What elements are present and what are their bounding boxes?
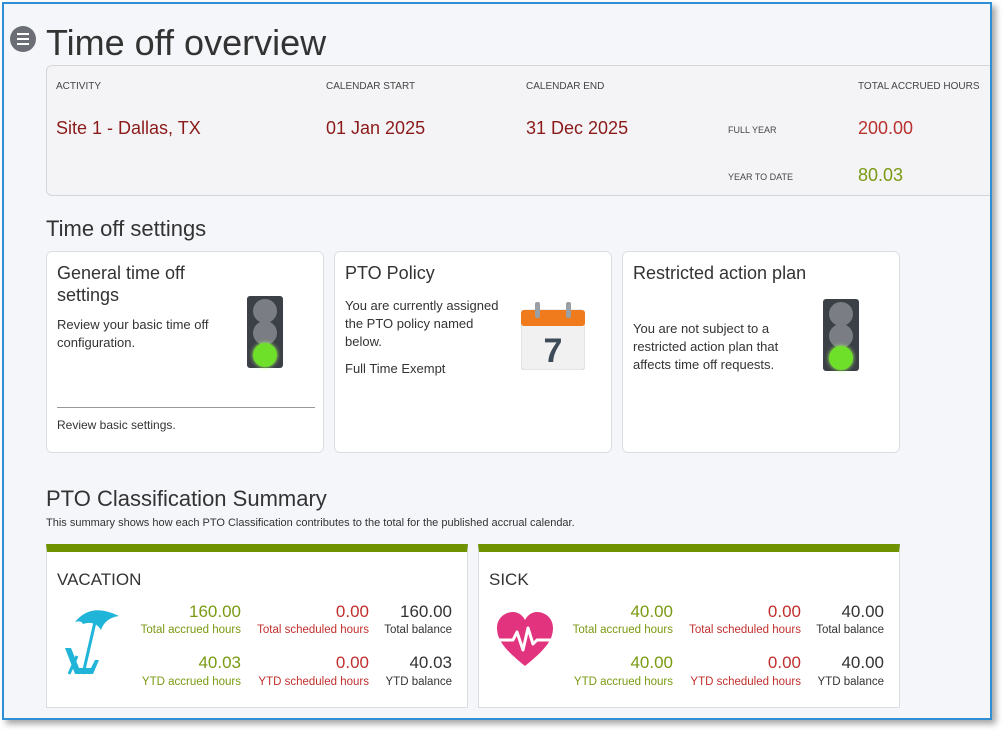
ytd-scheduled-value: 0.00 <box>767 653 801 672</box>
total-balance-value: 40.00 <box>841 602 884 621</box>
calendar-icon: 7 <box>521 302 585 370</box>
pto-policy-card[interactable]: PTO Policy You are currently assigned th… <box>334 251 612 453</box>
classification-desc: This summary shows how each PTO Classifi… <box>46 517 575 529</box>
ytd-balance-label: YTD balance <box>385 676 452 688</box>
ytd-accrued-label: YTD accrued hours <box>141 676 241 688</box>
general-settings-desc: Review your basic time off configuration… <box>57 317 209 350</box>
traffic-light-green-icon <box>823 299 859 371</box>
menu-icon[interactable] <box>10 26 36 52</box>
total-scheduled-label: Total scheduled hours <box>689 624 801 636</box>
total-scheduled-label: Total scheduled hours <box>257 624 369 636</box>
ytd-value: 80.03 <box>858 165 904 185</box>
total-accrued-label: Total accrued hours <box>140 624 241 636</box>
total-scheduled-value: 0.00 <box>767 602 801 621</box>
accrual-summary-panel: ACTIVITY CALENDAR START CALENDAR END TOT… <box>46 65 990 196</box>
vacation-card: VACATION 160.00 Total accrued hours 0.00… <box>46 544 468 708</box>
classification-name: VACATION <box>57 570 142 589</box>
classification-name: SICK <box>489 570 529 589</box>
general-settings-card[interactable]: General time off settings Review your ba… <box>46 251 324 453</box>
total-balance-label: Total balance <box>384 624 452 636</box>
ytd-accrued-value: 40.00 <box>630 653 673 672</box>
review-basic-settings-link[interactable]: Review basic settings. <box>57 418 176 432</box>
total-accrued-header: TOTAL ACCRUED HOURS <box>858 81 980 92</box>
ytd-scheduled-label: YTD scheduled hours <box>258 676 369 688</box>
total-accrued-label: Total accrued hours <box>572 624 673 636</box>
ytd-scheduled-value: 0.00 <box>335 653 369 672</box>
settings-title: Time off settings <box>46 216 207 241</box>
restricted-plan-card[interactable]: Restricted action plan You are not subje… <box>622 251 900 453</box>
ytd-balance-label: YTD balance <box>817 676 884 688</box>
full-year-label: FULL YEAR <box>728 125 777 135</box>
beach-umbrella-chair-icon <box>65 610 119 675</box>
pto-policy-name: Full Time Exempt <box>345 361 446 376</box>
calendar-day: 7 <box>544 332 563 370</box>
traffic-light-green-icon <box>247 296 283 368</box>
calendar-start-header: CALENDAR START <box>326 81 416 92</box>
calendar-start-value: 01 Jan 2025 <box>326 118 426 138</box>
pto-policy-title: PTO Policy <box>345 263 435 283</box>
full-year-value: 200.00 <box>858 118 914 138</box>
ytd-label: YEAR TO DATE <box>728 172 794 182</box>
total-accrued-value: 40.00 <box>630 602 673 621</box>
ytd-scheduled-label: YTD scheduled hours <box>690 676 801 688</box>
activity-header: ACTIVITY <box>56 81 102 92</box>
total-scheduled-value: 0.00 <box>335 602 369 621</box>
total-balance-label: Total balance <box>816 624 884 636</box>
classification-title: PTO Classification Summary <box>46 486 327 511</box>
page-title: Time off overview <box>46 22 327 63</box>
card-divider <box>57 407 315 408</box>
calendar-end-header: CALENDAR END <box>526 81 605 92</box>
pto-policy-desc: You are currently assigned the PTO polic… <box>345 298 499 349</box>
total-accrued-value: 160.00 <box>189 602 241 621</box>
sick-card: SICK 40.00 Total accrued hours 0.00 Tota… <box>478 544 900 708</box>
calendar-end-value: 31 Dec 2025 <box>526 118 629 138</box>
ytd-accrued-value: 40.03 <box>198 653 241 672</box>
ytd-accrued-label: YTD accrued hours <box>573 676 673 688</box>
total-balance-value: 160.00 <box>400 602 452 621</box>
heart-pulse-icon <box>497 612 553 666</box>
app-window: Time off overview ACTIVITY CALENDAR STAR… <box>2 2 992 720</box>
restricted-plan-desc: You are not subject to a restricted acti… <box>633 321 779 372</box>
activity-value: Site 1 - Dallas, TX <box>56 118 201 138</box>
restricted-plan-title: Restricted action plan <box>633 263 807 283</box>
ytd-balance-value: 40.00 <box>841 653 884 672</box>
general-settings-title: General time off settings <box>57 263 185 305</box>
ytd-balance-value: 40.03 <box>409 653 452 672</box>
